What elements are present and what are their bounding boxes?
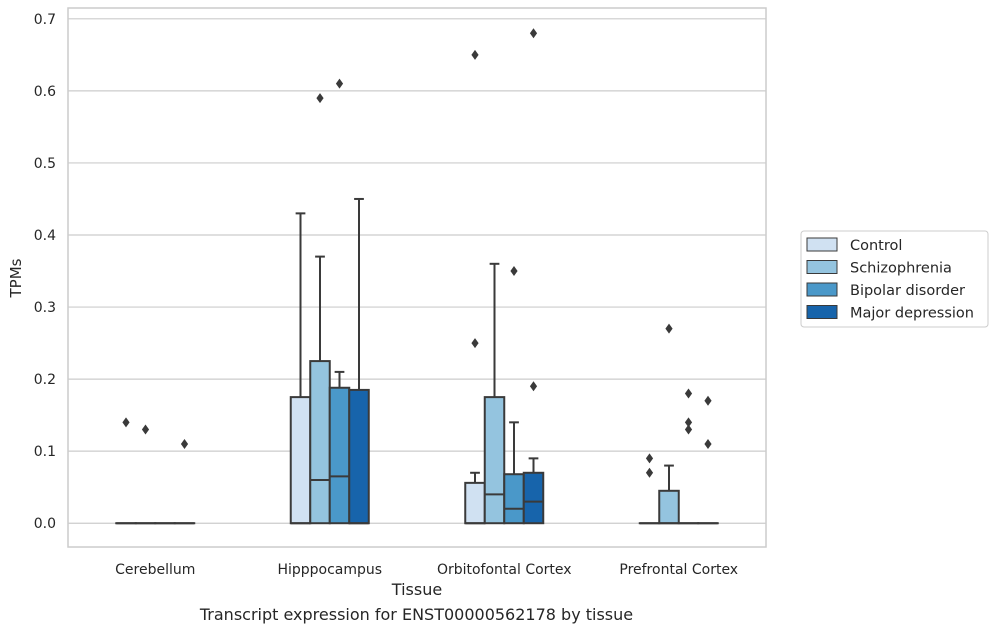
outlier-point [335, 78, 344, 89]
legend-label: Schizophrenia [850, 261, 952, 277]
box-rect [328, 386, 351, 525]
x-tick-label: Prefrontal Cortex [619, 562, 738, 578]
box-major-depression [697, 395, 719, 525]
y-axis-label: TPMs [7, 258, 25, 298]
plot-frame [67, 7, 767, 548]
outlier-point [529, 28, 538, 39]
box-bipolar-disorder [503, 266, 525, 525]
grid-lines [68, 18, 766, 524]
legend-box [800, 230, 989, 328]
box-control [289, 212, 312, 525]
box-control [115, 417, 137, 525]
outlier-point [645, 453, 654, 464]
box-rect [522, 471, 545, 525]
box-rect [658, 489, 680, 525]
box-control [638, 453, 661, 525]
y-tick-label: 0.0 [34, 516, 56, 532]
outlier-point [665, 323, 673, 334]
box-rect [289, 396, 312, 525]
box-major-depression [173, 438, 196, 525]
box-schizophrenia [134, 424, 157, 525]
box-schizophrenia [658, 323, 680, 525]
x-tick-label: Cerebellum [115, 562, 195, 578]
outlier-point [684, 417, 693, 428]
legend-label: Bipolar disorder [850, 283, 965, 299]
outlier-point [180, 438, 189, 449]
outlier-point [645, 467, 654, 478]
plot-border [67, 7, 767, 548]
box-schizophrenia [309, 93, 331, 525]
y-tick-label: 0.3 [34, 300, 56, 316]
box-schizophrenia [483, 262, 506, 525]
y-tick-label: 0.5 [34, 156, 56, 172]
y-tick-label: 0.6 [34, 84, 56, 100]
legend-label: Control [850, 238, 902, 254]
box-major-depression [348, 197, 370, 525]
legend-swatch [806, 237, 838, 252]
x-axis-label: Tissue [391, 580, 442, 599]
y-tick-label: 0.7 [34, 12, 56, 28]
outlier-point [704, 395, 712, 406]
box-rect [309, 360, 331, 525]
outlier-point [510, 266, 518, 277]
outlier-point [704, 438, 712, 449]
box-groups [115, 28, 719, 525]
box-rect [348, 388, 370, 525]
box-bipolar-disorder [328, 78, 351, 525]
box-bipolar-disorder [677, 388, 700, 525]
legend: Control Schizophrenia Bipolar disorder Majo… [800, 230, 989, 328]
outlier-point [471, 338, 479, 349]
x-tick-label: Orbitofontal Cortex [437, 562, 572, 578]
legend-swatch [806, 305, 838, 319]
figure-caption: Transcript expression for ENST0000056217… [199, 605, 634, 624]
x-tick-label: Hipppocampus [277, 562, 382, 578]
axis-ticks: 0.0 0.1 0.2 0.3 0.4 0.5 0.6 0.7 Cerebellum Hipppo… [34, 12, 738, 578]
box-rect [503, 473, 525, 525]
box-rect [483, 396, 506, 525]
y-tick-label: 0.4 [34, 228, 56, 244]
legend-swatch [806, 260, 838, 274]
outlier-point [684, 424, 693, 435]
outlier-point [141, 424, 150, 435]
outlier-point [684, 388, 693, 399]
legend-label: Major depression [850, 306, 974, 322]
y-tick-label: 0.2 [34, 372, 56, 388]
outlier-point [316, 93, 324, 104]
y-tick-label: 0.1 [34, 444, 56, 460]
box-rect [464, 481, 486, 525]
box-control [464, 49, 486, 525]
legend-swatch [806, 282, 838, 297]
box-major-depression [522, 28, 545, 525]
outlier-point [471, 49, 479, 60]
outlier-point [122, 417, 130, 428]
outlier-point [529, 381, 538, 392]
